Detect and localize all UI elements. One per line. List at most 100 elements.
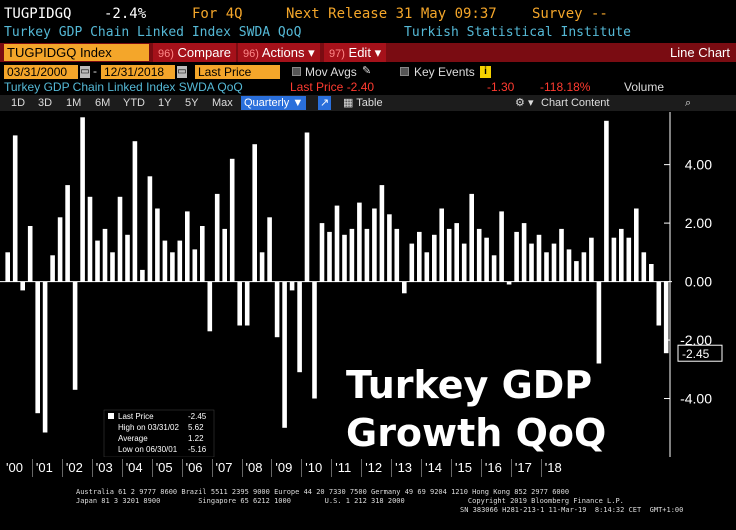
mov-avgs-label: Mov Avgs — [305, 65, 357, 79]
info-icon[interactable]: i — [480, 66, 491, 78]
x-tick-label: '06 — [185, 460, 203, 475]
frequency-dropdown[interactable]: Quarterly ▼ — [241, 96, 307, 110]
zoom-3d-button[interactable]: 3D — [38, 97, 53, 109]
stat-label-2: Average — [118, 434, 148, 443]
bar — [192, 249, 198, 282]
stat-label-1: High on 03/31/02 — [118, 423, 179, 432]
bar — [200, 226, 205, 282]
x-divider — [121, 459, 123, 477]
start-date-field[interactable]: 03/31/2000 — [4, 65, 78, 79]
x-divider — [421, 459, 423, 477]
bar — [297, 281, 302, 373]
actions-label: Actions — [261, 45, 305, 60]
bar — [282, 281, 287, 428]
field-selector[interactable]: Last Price — [195, 65, 280, 79]
key-events-label: Key Events — [414, 65, 475, 79]
change-pct: -118.18% — [540, 80, 591, 94]
zoom-ytd-button[interactable]: YTD — [123, 97, 145, 109]
volume-label: Volume — [624, 80, 665, 94]
zoom-1m-button[interactable]: 1M — [66, 97, 82, 109]
end-date-field[interactable]: 12/31/2018 — [101, 65, 175, 79]
bar — [222, 228, 227, 282]
x-divider — [61, 459, 63, 477]
next-release: Next Release 31 May 09:37 — [286, 6, 497, 22]
x-divider — [391, 459, 393, 477]
bar — [155, 208, 160, 282]
security-description-row: Turkey GDP Chain Linked Index SWDA QoQ T… — [4, 25, 736, 41]
bar — [619, 228, 624, 282]
bar — [604, 120, 609, 282]
bar — [634, 208, 639, 282]
bar — [596, 281, 602, 364]
chart-type-title: Line Chart — [670, 45, 730, 60]
calendar-icon-end[interactable]: ▭ — [177, 66, 187, 78]
bar — [102, 228, 108, 282]
stat-value-3: -5.16 — [188, 445, 207, 454]
x-tick-label: '12 — [365, 460, 383, 475]
stat-value-1: 5.62 — [188, 423, 204, 432]
table-label: Table — [356, 97, 383, 109]
bar — [476, 228, 482, 282]
zoom-max-button[interactable]: Max — [212, 97, 233, 109]
data-source: Turkish Statistical Institute — [404, 25, 631, 40]
x-tick-label: '13 — [395, 460, 413, 475]
bar — [65, 185, 70, 282]
table-button[interactable]: ▦ Table — [340, 96, 386, 110]
bar — [656, 281, 662, 326]
zoom-1d-button[interactable]: 1D — [11, 97, 26, 109]
mov-avgs-checkbox[interactable] — [292, 67, 301, 76]
x-divider — [151, 459, 153, 477]
x-tick-label: '01 — [35, 460, 53, 475]
zoom-1y-button[interactable]: 1Y — [158, 97, 172, 109]
bar — [544, 252, 549, 282]
edit-label: Edit — [348, 45, 371, 60]
bar — [207, 281, 213, 332]
x-tick-label: '07 — [215, 460, 233, 475]
bar — [162, 240, 168, 282]
bar — [536, 234, 542, 282]
footer-line-2: Japan 81 3 3201 8900 Singapore 65 6212 1… — [76, 497, 624, 505]
ticker-input[interactable]: TUGPIDGQ Index — [4, 44, 149, 61]
compare-button[interactable]: 96) Compare — [153, 43, 236, 62]
pencil-icon[interactable]: ✎ — [362, 65, 372, 77]
bar — [387, 214, 392, 282]
actions-dropdown-icon: ▾ — [308, 45, 315, 60]
bar — [214, 193, 220, 282]
security-description: Turkey GDP Chain Linked Index SWDA QoQ — [4, 25, 302, 40]
x-tick-label: '10 — [305, 460, 323, 475]
key-events-checkbox[interactable] — [400, 67, 409, 76]
bar — [185, 211, 190, 282]
calendar-icon[interactable]: ▭ — [80, 66, 90, 78]
bar — [529, 243, 534, 282]
chart-toolbar: TUGPIDGQ Index 96) Compare 96) Actions ▾… — [0, 43, 736, 62]
edit-button[interactable]: 97) Edit ▾ — [324, 43, 387, 62]
x-divider — [271, 459, 273, 477]
stat-label-3: Low on 06/30/01 — [118, 445, 178, 454]
last-change: -2.4% — [104, 6, 147, 22]
y-tick-label: 0.00 — [685, 274, 712, 290]
bar — [312, 281, 317, 399]
zoom-6m-button[interactable]: 6M — [95, 97, 111, 109]
bar — [140, 269, 145, 282]
bar — [20, 281, 25, 291]
chart-content-button[interactable]: Chart Content — [541, 97, 610, 109]
zoom-icon[interactable]: ⌕ — [685, 97, 692, 109]
dropdown-arrow-icon: ▼ — [292, 97, 304, 109]
bar — [409, 243, 415, 282]
bar — [42, 281, 48, 433]
x-divider — [211, 459, 213, 477]
footer: Australia 61 2 9777 8600 Brazil 5511 239… — [0, 486, 736, 526]
bar — [342, 234, 347, 282]
actions-button[interactable]: 96) Actions ▾ — [238, 43, 320, 62]
edit-dropdown-icon: ▾ — [374, 45, 382, 60]
bar — [559, 228, 564, 282]
zoom-5y-button[interactable]: 5Y — [185, 97, 199, 109]
x-tick-label: '17 — [514, 460, 532, 475]
settings-button[interactable]: ⚙ ▾ — [512, 96, 536, 110]
chart-style-icon[interactable]: ↗ — [318, 96, 332, 110]
x-divider — [451, 459, 452, 477]
compare-num: 96) — [158, 48, 174, 60]
bar — [394, 228, 400, 282]
bar — [364, 228, 370, 282]
bar — [5, 252, 10, 282]
